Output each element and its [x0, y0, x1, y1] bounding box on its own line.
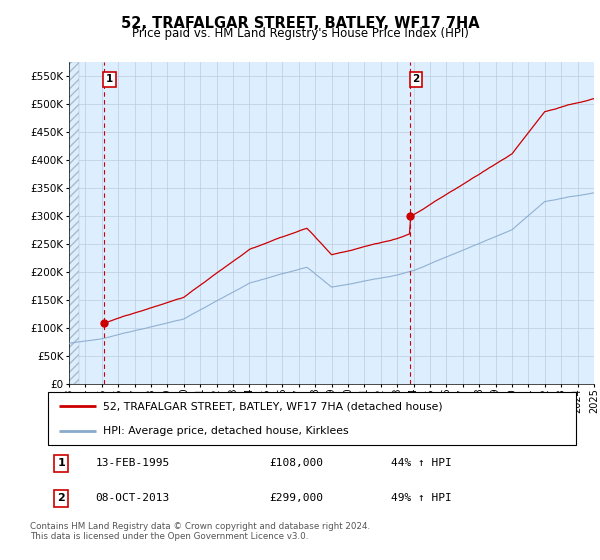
Text: Contains HM Land Registry data © Crown copyright and database right 2024.
This d: Contains HM Land Registry data © Crown c… [30, 522, 370, 542]
Text: 08-OCT-2013: 08-OCT-2013 [95, 493, 170, 503]
Text: 44% ↑ HPI: 44% ↑ HPI [391, 459, 452, 468]
Text: £299,000: £299,000 [270, 493, 324, 503]
Text: 52, TRAFALGAR STREET, BATLEY, WF17 7HA: 52, TRAFALGAR STREET, BATLEY, WF17 7HA [121, 16, 479, 31]
Text: 49% ↑ HPI: 49% ↑ HPI [391, 493, 452, 503]
Text: 1: 1 [106, 74, 113, 85]
Text: 52, TRAFALGAR STREET, BATLEY, WF17 7HA (detached house): 52, TRAFALGAR STREET, BATLEY, WF17 7HA (… [103, 402, 443, 412]
Text: £108,000: £108,000 [270, 459, 324, 468]
FancyBboxPatch shape [48, 392, 576, 445]
Text: 1: 1 [58, 459, 65, 468]
Text: Price paid vs. HM Land Registry's House Price Index (HPI): Price paid vs. HM Land Registry's House … [131, 27, 469, 40]
Text: 2: 2 [58, 493, 65, 503]
Text: 2: 2 [412, 74, 419, 85]
Text: 13-FEB-1995: 13-FEB-1995 [95, 459, 170, 468]
Text: HPI: Average price, detached house, Kirklees: HPI: Average price, detached house, Kirk… [103, 426, 349, 436]
